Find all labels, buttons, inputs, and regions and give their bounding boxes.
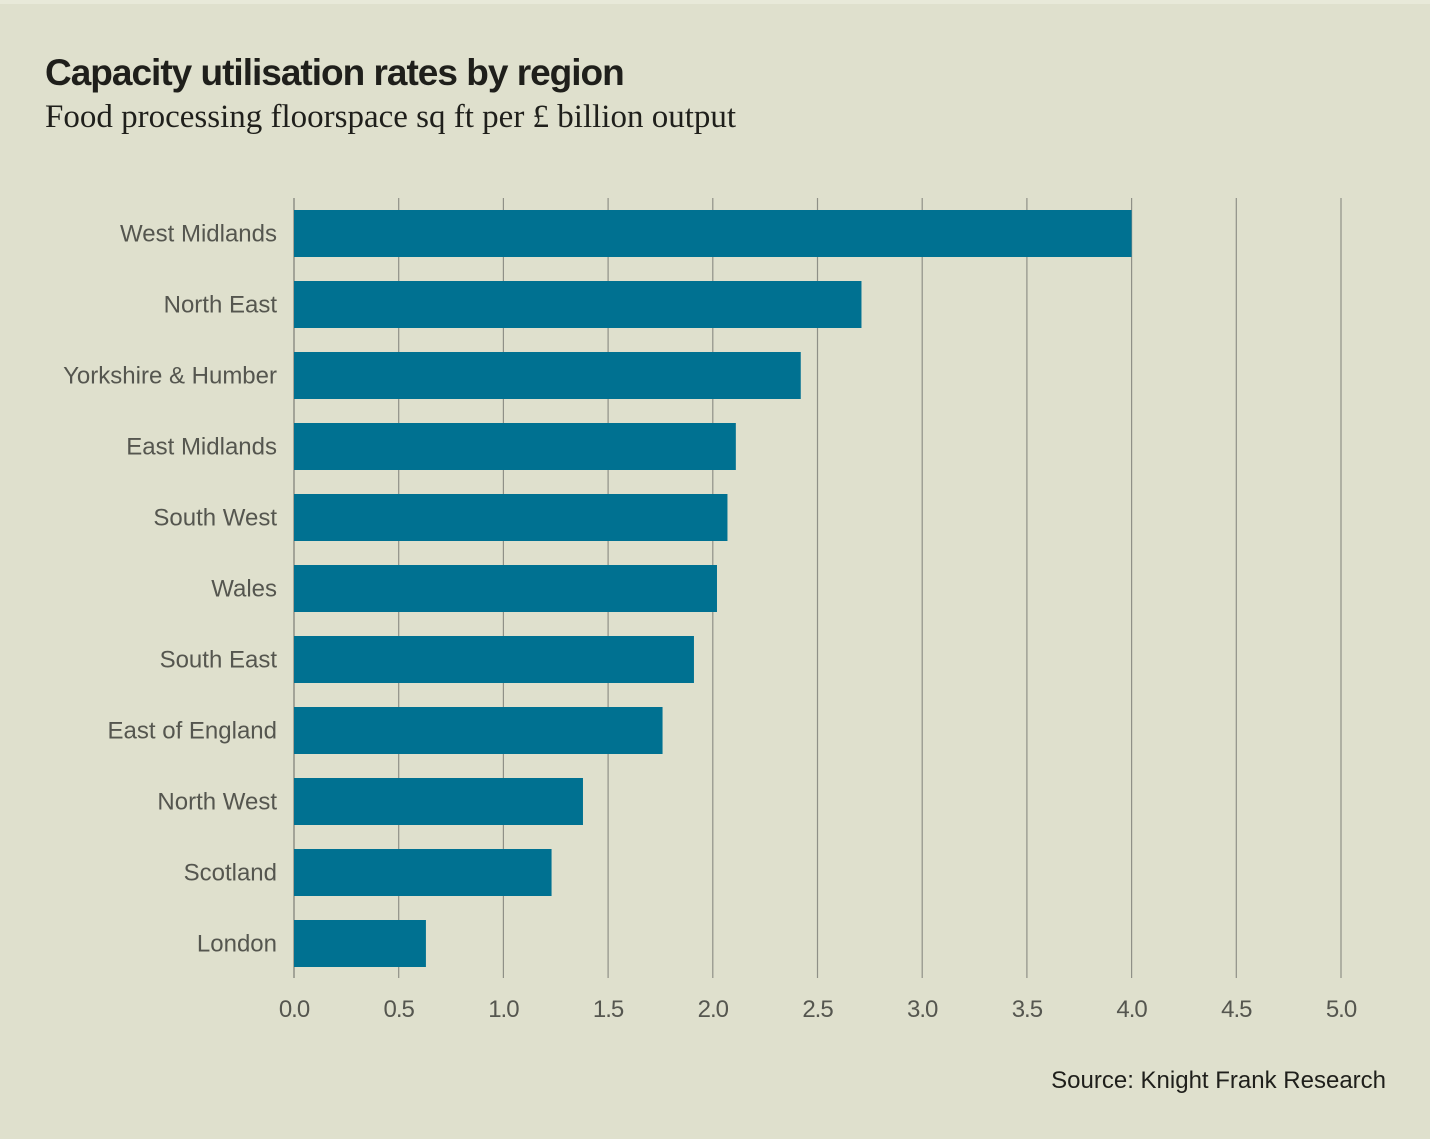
x-tick-label: 1.5: [593, 996, 624, 1023]
bar: [294, 849, 552, 896]
x-tick-label: 0.0: [279, 996, 310, 1023]
category-label: South East: [160, 647, 278, 674]
bar: [294, 352, 801, 399]
x-tick-label: 3.5: [1012, 996, 1043, 1023]
x-tick-label: 2.5: [802, 996, 833, 1023]
category-label: North East: [164, 292, 278, 319]
category-label: London: [197, 931, 277, 958]
x-tick-label: 4.0: [1116, 996, 1147, 1023]
category-label: West Midlands: [120, 221, 277, 248]
bar: [294, 494, 728, 541]
category-label: Wales: [211, 576, 277, 603]
category-label: East of England: [108, 718, 277, 745]
category-label: Yorkshire & Humber: [63, 363, 277, 390]
bar: [294, 281, 862, 328]
bars: [294, 210, 1132, 967]
bar: [294, 565, 717, 612]
bar: [294, 636, 694, 683]
x-tick-label: 4.5: [1221, 996, 1252, 1023]
category-label: East Midlands: [126, 434, 277, 461]
source-note: Source: Knight Frank Research: [1051, 1067, 1386, 1094]
bar: [294, 920, 426, 967]
category-label: Scotland: [184, 860, 277, 887]
category-label: South West: [153, 505, 277, 532]
x-tick-label: 3.0: [907, 996, 938, 1023]
chart-title: Capacity utilisation rates by region: [45, 52, 625, 93]
x-tick-labels: 0.0 0.5 1.0 1.5 2.0 2.5 3.0 3.5 4.0 4.5 5.0: [279, 996, 1358, 1023]
category-labels: West Midlands North East Yorkshire & Humbe…: [63, 221, 277, 958]
x-tick-label: 1.0: [488, 996, 519, 1023]
category-label: North West: [157, 789, 277, 816]
bar: [294, 210, 1132, 257]
bar: [294, 423, 736, 470]
x-tick-label: 0.5: [384, 996, 415, 1023]
chart-subtitle: Food processing floorspace sq ft per £ b…: [45, 99, 737, 135]
top-strip: [0, 0, 1430, 4]
bar: [294, 778, 583, 825]
x-tick-label: 5.0: [1326, 996, 1357, 1023]
x-tick-label: 2.0: [698, 996, 729, 1023]
bar: [294, 707, 663, 754]
